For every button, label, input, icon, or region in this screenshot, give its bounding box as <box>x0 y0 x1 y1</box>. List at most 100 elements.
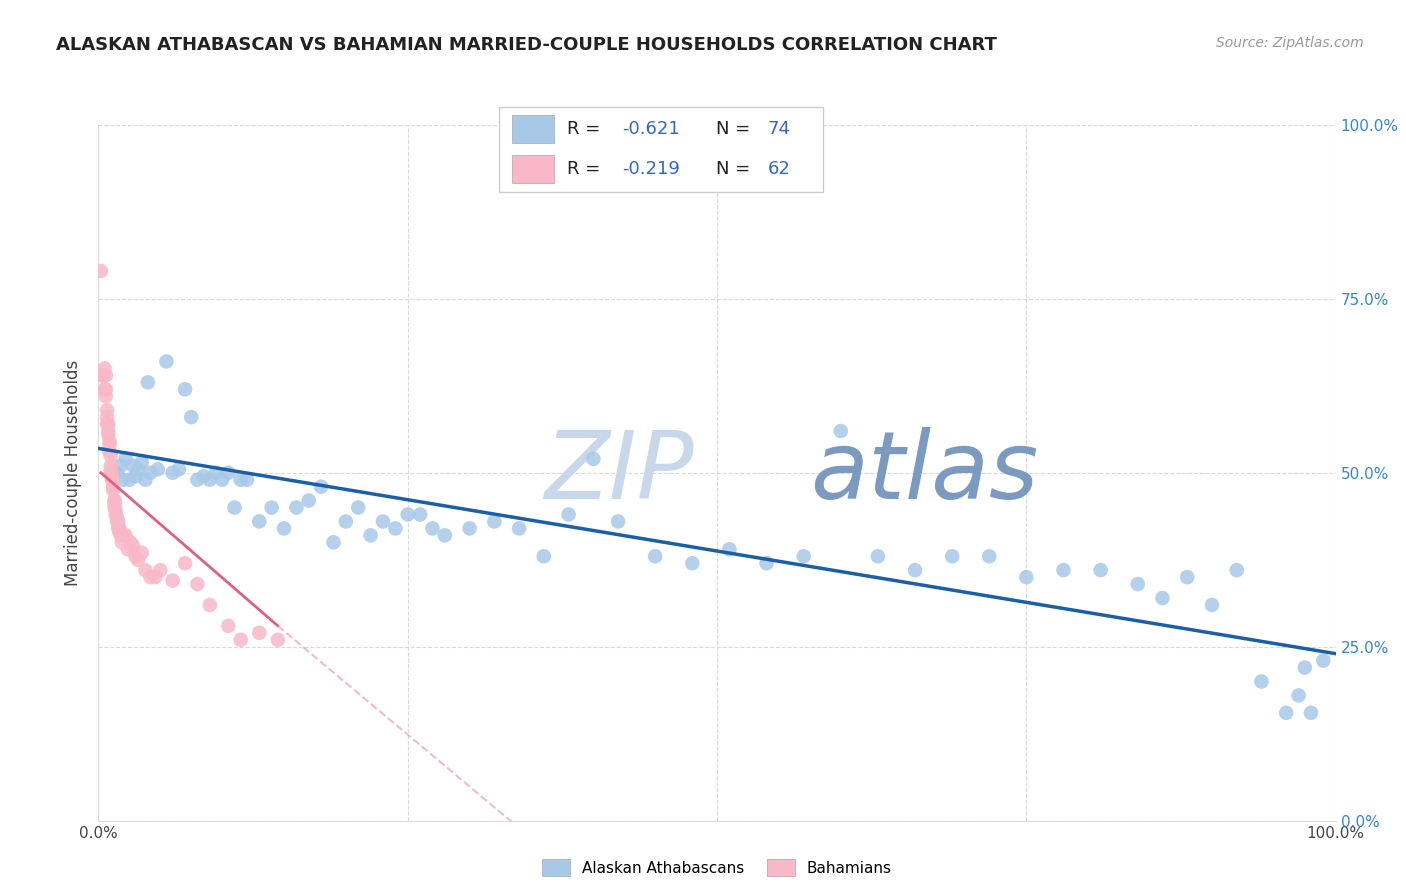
Point <box>101 473 124 487</box>
Point <box>103 480 125 494</box>
Point <box>347 500 370 515</box>
FancyBboxPatch shape <box>499 107 823 192</box>
Point <box>110 458 132 473</box>
Point <box>644 549 666 564</box>
Point <box>105 511 128 525</box>
Point <box>118 473 141 487</box>
Point <box>1126 577 1149 591</box>
Point <box>267 632 290 647</box>
Point <box>120 535 142 549</box>
Point <box>97 424 120 438</box>
Text: -0.621: -0.621 <box>621 120 679 137</box>
Point <box>162 466 184 480</box>
Point <box>103 480 125 494</box>
Text: R =: R = <box>567 161 606 178</box>
Point <box>1250 674 1272 689</box>
Point <box>96 410 118 425</box>
Point <box>100 462 122 476</box>
Point <box>110 524 132 539</box>
Point <box>94 382 117 396</box>
Point <box>458 521 481 535</box>
Point <box>122 539 145 553</box>
Point <box>1312 654 1334 668</box>
Point <box>162 574 184 588</box>
Point <box>1288 689 1310 703</box>
Point <box>105 515 128 529</box>
Point <box>360 528 382 542</box>
Point <box>98 434 121 449</box>
Point <box>681 556 703 570</box>
Point <box>484 515 506 529</box>
Point <box>322 535 344 549</box>
Point <box>112 528 135 542</box>
Point <box>96 417 118 431</box>
Point <box>557 508 579 522</box>
Point <box>100 458 122 473</box>
Point <box>96 403 118 417</box>
Y-axis label: Married-couple Households: Married-couple Households <box>65 359 83 586</box>
Point <box>100 466 122 480</box>
Point <box>101 469 124 483</box>
Point <box>718 542 741 557</box>
Point <box>131 455 153 469</box>
Point <box>211 473 233 487</box>
Text: R =: R = <box>567 120 606 137</box>
Point <box>103 500 125 515</box>
Point <box>117 542 139 557</box>
Point <box>97 417 120 431</box>
Point <box>124 469 146 483</box>
Point <box>1152 591 1174 605</box>
Point <box>98 438 121 452</box>
Point <box>1299 706 1322 720</box>
Point <box>205 466 228 480</box>
Point <box>1090 563 1112 577</box>
Point <box>94 368 117 383</box>
Point <box>91 368 114 383</box>
Point <box>134 563 156 577</box>
Point <box>103 493 125 508</box>
Point <box>1275 706 1298 720</box>
Point <box>146 462 169 476</box>
Point <box>409 508 432 522</box>
Point <box>755 556 778 570</box>
Point <box>1294 660 1316 674</box>
Legend: Alaskan Athabascans, Bahamians: Alaskan Athabascans, Bahamians <box>536 853 898 882</box>
Point <box>229 632 252 647</box>
Point <box>229 473 252 487</box>
Point <box>247 625 270 640</box>
Point <box>1226 563 1249 577</box>
Point <box>174 382 197 396</box>
Point <box>247 515 270 529</box>
Point <box>1052 563 1074 577</box>
Bar <box>512 155 554 183</box>
Point <box>533 549 555 564</box>
Point <box>107 521 129 535</box>
Point <box>866 549 889 564</box>
Text: ALASKAN ATHABASCAN VS BAHAMIAN MARRIED-COUPLE HOUSEHOLDS CORRELATION CHART: ALASKAN ATHABASCAN VS BAHAMIAN MARRIED-C… <box>56 36 997 54</box>
Point <box>104 508 127 522</box>
Text: -0.219: -0.219 <box>621 161 681 178</box>
Point <box>198 473 221 487</box>
Point <box>107 515 129 529</box>
Point <box>224 500 246 515</box>
Point <box>139 570 162 584</box>
Point <box>174 556 197 570</box>
Point <box>371 515 394 529</box>
Point <box>127 462 149 476</box>
Text: atlas: atlas <box>810 427 1038 518</box>
Point <box>198 598 221 612</box>
Point <box>904 563 927 577</box>
Point <box>1175 570 1198 584</box>
Point <box>103 483 125 498</box>
Point <box>384 521 406 535</box>
Point <box>112 473 135 487</box>
Text: ZIP: ZIP <box>544 427 693 518</box>
Point <box>100 448 122 462</box>
Point <box>104 504 127 518</box>
Point <box>180 410 202 425</box>
Point <box>830 424 852 438</box>
Point <box>136 376 159 390</box>
Point <box>193 469 215 483</box>
Point <box>260 500 283 515</box>
Text: 74: 74 <box>768 120 790 137</box>
